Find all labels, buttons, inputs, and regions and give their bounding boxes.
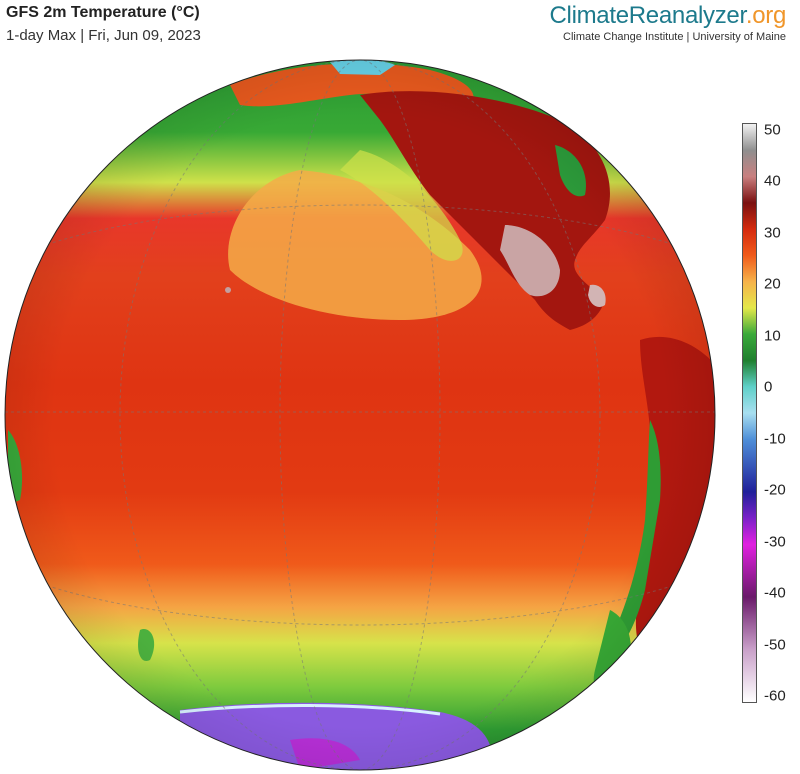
brand-logo[interactable]: ClimateReanalyzer.org	[550, 2, 787, 30]
colorbar-tick-label: 50	[764, 121, 781, 139]
colorbar-tick-label: 30	[764, 224, 781, 242]
colorbar-tick-label: -40	[764, 584, 786, 602]
map-subtitle: 1-day Max | Fri, Jun 09, 2023	[6, 27, 201, 44]
colorbar-tick-label: -20	[764, 481, 786, 499]
colorbar-tick-label: 40	[764, 172, 781, 190]
colorbar-tick-label: 20	[764, 275, 781, 293]
brand-part-1: Climate	[549, 2, 630, 29]
brand-part-3: .org	[745, 2, 786, 29]
map-title: GFS 2m Temperature (°C)	[6, 4, 200, 21]
colorbar-tick-label: -30	[764, 533, 786, 551]
brand-part-2: Reanalyzer	[628, 2, 746, 29]
brand-affiliation: Climate Change Institute | University of…	[563, 31, 786, 43]
colorbar-tick-label: -60	[764, 687, 786, 705]
colorbar-tick-label: -10	[764, 430, 786, 448]
colorbar-tick-label: 10	[764, 327, 781, 345]
globe-outline	[4, 59, 716, 771]
colorbar-tick-label: 0	[764, 378, 773, 396]
colorbar-tick-label: -50	[764, 636, 786, 654]
temperature-colorbar	[742, 123, 757, 703]
